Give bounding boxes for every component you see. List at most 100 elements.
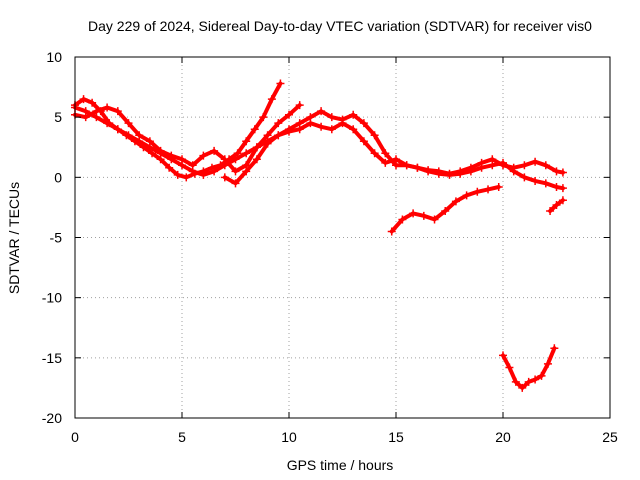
data-point	[274, 119, 283, 128]
x-tick-label: 10	[281, 429, 297, 445]
y-tick-label: -15	[42, 350, 62, 366]
data-point	[381, 149, 390, 158]
data-point	[88, 98, 97, 107]
data-point	[317, 122, 326, 131]
data-points	[71, 79, 567, 392]
data-point	[370, 149, 379, 158]
data-point	[349, 110, 358, 119]
data-point	[543, 359, 552, 368]
data-point	[124, 119, 133, 128]
data-point	[473, 187, 482, 196]
data-point	[306, 119, 315, 128]
data-point	[210, 167, 219, 176]
data-point	[124, 131, 133, 140]
data-point	[518, 383, 527, 392]
data-point	[430, 215, 439, 224]
chart-title: Day 229 of 2024, Sidereal Day-to-day VTE…	[88, 18, 592, 34]
series-track-2	[71, 101, 304, 176]
data-point	[466, 163, 475, 172]
data-point	[113, 125, 122, 134]
data-point	[402, 161, 411, 170]
data-point	[327, 113, 336, 122]
data-point	[505, 363, 514, 372]
data-point	[552, 182, 561, 191]
series-track-7	[499, 344, 559, 392]
axis-ticks: 0 5 10 15 20 25 -20 -15 -10 -5 0 5 10	[42, 49, 618, 445]
data-point	[413, 163, 422, 172]
data-point	[381, 158, 390, 167]
data-point	[424, 166, 433, 175]
data-point	[558, 196, 567, 205]
data-point	[103, 119, 112, 128]
data-point	[135, 137, 144, 146]
data-point	[349, 125, 358, 134]
data-point	[295, 101, 304, 110]
data-point	[387, 227, 396, 236]
data-point	[113, 107, 122, 116]
data-point	[285, 127, 293, 136]
y-tick-label: 5	[54, 109, 62, 125]
data-point	[338, 119, 347, 128]
grid-lines	[75, 57, 610, 418]
y-tick-label: 10	[46, 49, 62, 65]
data-point	[81, 107, 90, 116]
data-point	[520, 161, 529, 170]
data-point	[409, 209, 418, 218]
data-point	[531, 176, 540, 185]
data-point	[173, 170, 182, 179]
y-tick-label: -20	[42, 410, 62, 426]
data-point	[210, 146, 219, 155]
data-point	[509, 163, 518, 172]
data-point	[317, 107, 326, 116]
x-tick-label: 20	[495, 429, 511, 445]
data-point	[451, 197, 460, 206]
data-point	[359, 137, 368, 146]
series-track-6	[546, 196, 567, 216]
y-tick-label: 0	[54, 169, 62, 185]
data-point	[441, 207, 450, 216]
data-point	[541, 179, 550, 188]
data-point	[259, 113, 268, 122]
data-point	[546, 207, 555, 216]
data-point	[220, 161, 229, 170]
series-track-5	[387, 182, 503, 236]
data-point	[199, 170, 208, 179]
data-point	[552, 201, 561, 210]
data-point	[188, 167, 197, 176]
data-point	[558, 168, 567, 177]
data-point	[370, 131, 379, 140]
y-tick-label: -5	[50, 230, 63, 246]
data-point	[252, 155, 261, 164]
data-point	[231, 167, 240, 176]
data-point	[531, 157, 540, 166]
data-point	[327, 125, 336, 134]
data-point	[520, 173, 529, 182]
data-point	[252, 143, 261, 152]
y-tick-label: -10	[42, 290, 62, 306]
data-point	[511, 377, 520, 386]
data-point	[419, 211, 428, 220]
data-point	[145, 143, 154, 152]
data-point	[398, 215, 407, 224]
series-trace	[73, 103, 302, 174]
data-point	[499, 161, 507, 170]
data-point	[263, 139, 272, 148]
data-point	[392, 155, 400, 164]
data-point	[79, 95, 88, 104]
data-point	[267, 95, 276, 104]
data-point	[285, 110, 293, 119]
data-point	[199, 151, 208, 160]
series-track-4	[220, 119, 567, 188]
data-point	[231, 155, 240, 164]
data-point	[250, 125, 259, 134]
y-axis-label: SDTVAR / TECUs	[6, 182, 22, 294]
data-point	[537, 371, 546, 380]
data-point	[434, 167, 443, 176]
data-point	[456, 167, 465, 176]
data-point	[231, 179, 240, 188]
data-point	[445, 169, 454, 178]
data-point	[359, 119, 368, 128]
data-point	[477, 158, 486, 167]
data-point	[242, 149, 251, 158]
